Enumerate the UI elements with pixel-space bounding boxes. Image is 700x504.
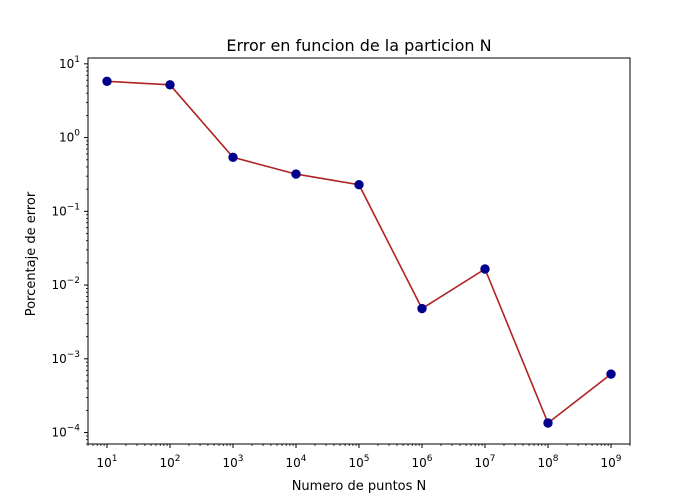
y-tick-label-exp: −4	[67, 424, 81, 434]
x-tick-label: 106	[412, 454, 433, 470]
x-tick-label-exp: 3	[238, 454, 244, 464]
y-axis-label: Porcentaje de error	[24, 191, 39, 316]
x-tick-label-exp: 6	[427, 454, 433, 464]
x-tick-label-exp: 9	[616, 454, 622, 464]
x-tick-label-base: 10	[475, 456, 490, 470]
x-tick-label-base: 10	[96, 456, 111, 470]
y-tick-label: 10−2	[51, 276, 80, 292]
x-tick-label-base: 10	[412, 456, 427, 470]
y-tick-label-base: 10	[51, 278, 66, 292]
chart-title: Error en funcion de la particion N	[226, 36, 491, 55]
y-tick-label: 100	[59, 129, 80, 145]
x-tick-label: 101	[96, 454, 117, 470]
data-point	[102, 76, 112, 87]
x-tick-label-base: 10	[159, 456, 174, 470]
x-tick-label-base: 10	[348, 456, 363, 470]
x-tick-label: 103	[222, 454, 243, 470]
data-point	[291, 169, 301, 179]
data-point	[354, 180, 364, 190]
x-axis: 101 102 103 104 105 106 107 108 109	[87, 444, 631, 470]
y-tick-label: 101	[59, 55, 80, 71]
y-tick-label-exp: −2	[67, 276, 80, 286]
series-layer	[102, 76, 616, 428]
y-tick-label-base: 10	[51, 426, 66, 440]
x-tick-label-exp: 1	[112, 454, 118, 464]
x-tick-label-base: 10	[285, 456, 300, 470]
x-tick-label: 108	[538, 454, 559, 470]
x-tick-label: 105	[348, 454, 369, 470]
y-tick-label-exp: 0	[74, 129, 80, 139]
y-tick-label-exp: −1	[67, 202, 80, 212]
data-point	[543, 418, 553, 428]
x-tick-label: 109	[601, 454, 622, 470]
x-tick-label: 107	[475, 454, 496, 470]
data-point	[165, 80, 175, 90]
x-tick-label-base: 10	[538, 456, 553, 470]
y-tick-label: 10−4	[51, 424, 80, 440]
x-tick-label: 102	[159, 454, 180, 470]
x-tick-label: 104	[285, 454, 306, 470]
y-tick-label-base: 10	[59, 131, 74, 145]
data-point	[480, 264, 490, 274]
y-tick-label-exp: −3	[67, 350, 80, 360]
x-tick-label-base: 10	[222, 456, 237, 470]
y-tick-label-base: 10	[59, 57, 74, 71]
x-tick-label-base: 10	[601, 456, 616, 470]
x-tick-label-exp: 8	[553, 454, 559, 464]
x-tick-label-exp: 4	[301, 454, 307, 464]
x-tick-label-exp: 7	[490, 454, 496, 464]
y-tick-label-base: 10	[51, 204, 66, 218]
y-tick-label-exp: 1	[74, 55, 80, 65]
y-tick-label: 10−1	[51, 202, 80, 218]
data-point	[417, 303, 427, 314]
x-tick-label-exp: 2	[175, 454, 181, 464]
x-axis-label: Numero de puntos N	[292, 479, 427, 494]
data-point	[228, 152, 238, 163]
x-tick-label-exp: 5	[364, 454, 370, 464]
y-tick-label-base: 10	[51, 352, 66, 366]
y-tick-label: 10−3	[51, 350, 80, 366]
data-point	[606, 369, 616, 379]
